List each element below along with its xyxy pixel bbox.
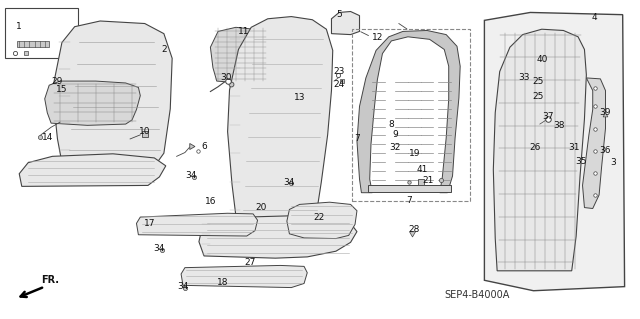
Text: 30: 30 bbox=[220, 73, 232, 82]
Text: 7: 7 bbox=[406, 196, 412, 205]
Text: 1: 1 bbox=[17, 22, 22, 31]
Polygon shape bbox=[181, 265, 307, 287]
Text: 37: 37 bbox=[542, 112, 554, 121]
Text: 22: 22 bbox=[313, 212, 324, 222]
Polygon shape bbox=[357, 31, 460, 193]
Text: 38: 38 bbox=[553, 121, 564, 130]
Polygon shape bbox=[45, 81, 140, 125]
Text: 18: 18 bbox=[218, 278, 229, 287]
Polygon shape bbox=[199, 216, 357, 258]
Text: 12: 12 bbox=[372, 33, 383, 42]
Text: 5: 5 bbox=[336, 10, 342, 19]
Text: 34: 34 bbox=[154, 244, 165, 253]
Text: 24: 24 bbox=[333, 80, 345, 89]
Text: 2: 2 bbox=[161, 45, 166, 54]
Text: SEP4-B4000A: SEP4-B4000A bbox=[444, 290, 509, 300]
Text: 6: 6 bbox=[201, 142, 207, 151]
Bar bbox=[352, 29, 470, 201]
Text: 19: 19 bbox=[408, 149, 420, 158]
Text: 14: 14 bbox=[42, 133, 54, 142]
Text: 15: 15 bbox=[56, 85, 68, 94]
Text: 39: 39 bbox=[600, 108, 611, 117]
Polygon shape bbox=[287, 202, 357, 239]
Polygon shape bbox=[211, 27, 268, 84]
Polygon shape bbox=[332, 11, 360, 34]
Polygon shape bbox=[493, 29, 586, 271]
Polygon shape bbox=[136, 213, 257, 236]
Text: 3: 3 bbox=[611, 158, 616, 167]
Text: 34: 34 bbox=[177, 282, 189, 291]
Text: 20: 20 bbox=[256, 203, 267, 212]
Text: 32: 32 bbox=[390, 143, 401, 152]
Polygon shape bbox=[17, 41, 49, 47]
Polygon shape bbox=[484, 12, 625, 291]
Text: 34: 34 bbox=[284, 178, 295, 187]
Text: 7: 7 bbox=[354, 134, 360, 144]
Polygon shape bbox=[52, 21, 172, 173]
Bar bbox=[368, 185, 451, 192]
Text: 33: 33 bbox=[518, 73, 530, 82]
Text: 21: 21 bbox=[422, 175, 434, 185]
Text: 31: 31 bbox=[568, 143, 579, 152]
Polygon shape bbox=[582, 78, 605, 209]
Text: 8: 8 bbox=[388, 120, 394, 129]
Text: 29: 29 bbox=[52, 77, 63, 85]
Text: 26: 26 bbox=[530, 143, 541, 152]
Text: 10: 10 bbox=[139, 127, 150, 136]
Text: FR.: FR. bbox=[42, 275, 60, 285]
Text: 9: 9 bbox=[392, 130, 398, 139]
Text: 40: 40 bbox=[536, 56, 547, 64]
Bar bbox=[4, 8, 78, 58]
Text: 41: 41 bbox=[416, 165, 428, 174]
Polygon shape bbox=[19, 154, 166, 186]
Text: 4: 4 bbox=[591, 13, 597, 22]
Text: 34: 34 bbox=[186, 171, 197, 181]
Text: 28: 28 bbox=[408, 225, 420, 234]
Text: 35: 35 bbox=[575, 157, 587, 166]
Text: 23: 23 bbox=[333, 67, 345, 76]
Polygon shape bbox=[228, 17, 333, 233]
Text: 25: 25 bbox=[532, 77, 543, 85]
Text: 36: 36 bbox=[600, 146, 611, 155]
Text: 11: 11 bbox=[238, 27, 250, 36]
Text: 16: 16 bbox=[205, 197, 216, 206]
Text: 27: 27 bbox=[244, 258, 255, 267]
Text: 25: 25 bbox=[532, 93, 543, 101]
Text: 13: 13 bbox=[294, 93, 305, 102]
Text: 17: 17 bbox=[143, 219, 155, 228]
